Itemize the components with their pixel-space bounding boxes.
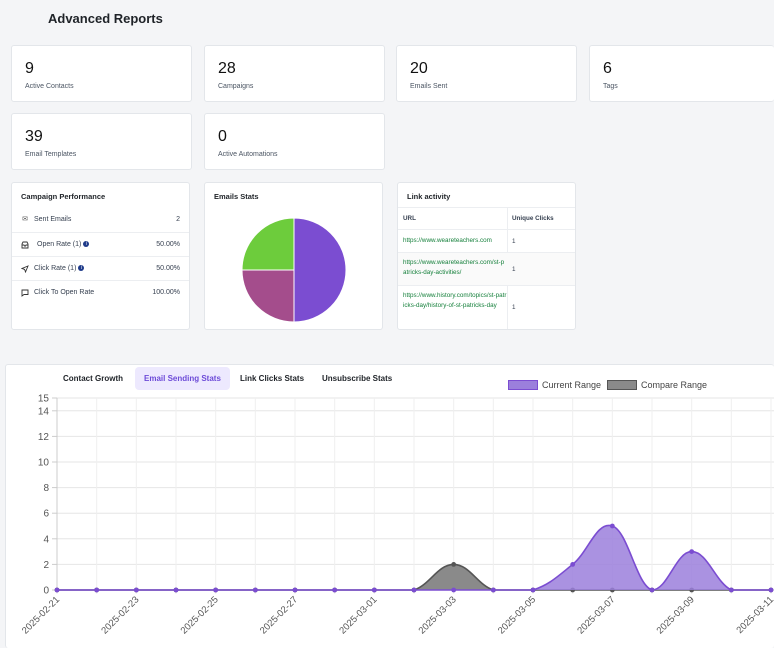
stat-value: 0 [218, 128, 227, 145]
perf-value: 100.00% [152, 289, 180, 296]
stat-value: 6 [603, 60, 612, 77]
stat-card-emails-sent: 20 Emails Sent [396, 45, 577, 102]
perf-row-click-rate: Click Rate (1) i 50.00% [12, 256, 189, 280]
perf-label: Sent Emails [34, 216, 72, 223]
link-clicks: 1 [512, 238, 516, 245]
info-icon[interactable]: i [78, 265, 85, 271]
legend-label: Current Range [542, 380, 602, 390]
stat-value: 39 [25, 128, 43, 145]
perf-label: Click To Open Rate [34, 289, 95, 296]
envelope-icon: ✉ [22, 216, 28, 223]
link-url[interactable]: https://www.history.com/topics/st-patric… [403, 292, 507, 309]
stat-card-tags: 6 Tags [589, 45, 774, 102]
panel-title: Campaign Performance [21, 192, 106, 201]
stat-label: Emails Sent [410, 83, 448, 90]
perf-row-sent-emails: ✉ Sent Emails 2 [12, 208, 189, 232]
link-url[interactable]: https://www.weareteachers.com/st-patrick… [403, 259, 505, 276]
page-title: Advanced Reports [48, 11, 163, 26]
perf-label: Click Rate (1) [34, 265, 77, 272]
legend-label: Compare Range [641, 380, 708, 390]
perf-row-click-to-open-rate: Click To Open Rate 100.00% [12, 280, 189, 304]
panel-title: Link activity [407, 192, 451, 201]
stat-value: 9 [25, 60, 34, 77]
emails-stats-pie-chart [241, 217, 347, 323]
table-row: https://www.weareteachers.com 1 [398, 230, 575, 253]
info-icon[interactable]: i [83, 241, 90, 247]
table-row: https://www.history.com/topics/st-patric… [398, 286, 575, 330]
perf-value: 50.00% [156, 265, 180, 272]
tab-unsubscribe-stats[interactable]: Unsubscribe Stats [322, 374, 393, 383]
tab-email-sending-stats[interactable]: Email Sending Stats [135, 367, 230, 390]
perf-value: 2 [176, 216, 180, 223]
stat-card-active-automations: 0 Active Automations [204, 113, 385, 170]
stat-label: Campaigns [218, 83, 254, 90]
stat-card-email-templates: 39 Email Templates [11, 113, 192, 170]
stats-chart-panel [5, 364, 774, 648]
tab-link-clicks-stats[interactable]: Link Clicks Stats [240, 374, 305, 383]
cursor-icon [20, 265, 29, 274]
stat-card-active-contacts: 9 Active Contacts [11, 45, 192, 102]
column-header-url: URL [403, 215, 416, 222]
legend-current-range[interactable]: Current Range [508, 380, 601, 390]
column-header-unique-clicks: Unique Clicks [512, 215, 554, 222]
link-url[interactable]: https://www.weareteachers.com [403, 237, 492, 244]
stat-label: Email Templates [25, 151, 77, 158]
emails-stats-panel: Emails Stats [204, 182, 383, 330]
link-clicks: 1 [512, 304, 516, 311]
legend-compare-range[interactable]: Compare Range [607, 380, 707, 390]
link-clicks: 1 [512, 266, 516, 273]
table-header-row: URL Unique Clicks [398, 207, 575, 230]
link-activity-panel: Link activity URL Unique Clicks https://… [397, 182, 576, 330]
legend-swatch [607, 380, 637, 390]
inbox-icon [21, 241, 29, 249]
tab-contact-growth[interactable]: Contact Growth [63, 374, 123, 383]
pie-slice-1[interactable] [241, 269, 295, 323]
panel-title: Emails Stats [214, 192, 259, 201]
stat-label: Tags [603, 83, 618, 90]
perf-value: 50.00% [156, 241, 180, 248]
perf-label: Open Rate (1) [37, 241, 82, 248]
chat-icon [21, 289, 29, 297]
pie-slice-2[interactable] [241, 217, 295, 271]
stat-label: Active Automations [218, 151, 278, 158]
campaign-performance-panel: Campaign Performance ✉ Sent Emails 2 Ope… [11, 182, 190, 330]
stat-value: 28 [218, 60, 236, 77]
stat-card-campaigns: 28 Campaigns [204, 45, 385, 102]
pie-slice-0[interactable] [293, 217, 347, 323]
legend-swatch [508, 380, 538, 390]
stat-value: 20 [410, 60, 428, 77]
perf-row-open-rate: Open Rate (1) i 50.00% [12, 232, 189, 256]
stat-label: Active Contacts [25, 83, 74, 90]
table-row: https://www.weareteachers.com/st-patrick… [398, 253, 575, 286]
